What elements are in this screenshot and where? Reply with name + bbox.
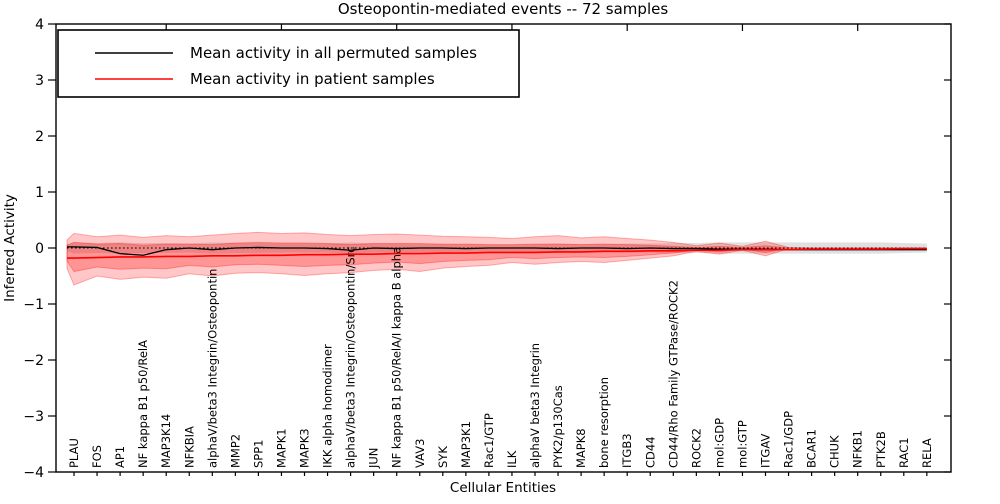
series-line-patient bbox=[67, 247, 927, 259]
y-axis-label: Inferred Activity bbox=[2, 194, 18, 302]
x-entity-label: MAPK3 bbox=[298, 428, 312, 468]
legend-label-patient: Mean activity in patient samples bbox=[190, 70, 435, 88]
x-entity-label: SYK bbox=[436, 446, 450, 468]
x-entity-label: mol:GDP bbox=[712, 418, 726, 468]
x-entity-label: MMP2 bbox=[228, 434, 242, 468]
legend: Mean activity in all permuted samples Me… bbox=[57, 29, 520, 98]
x-entity-label: CHUK bbox=[828, 435, 842, 468]
x-entity-label: ROCK2 bbox=[689, 428, 703, 468]
x-entity-label: BCAR1 bbox=[805, 429, 819, 468]
axis-ticks bbox=[48, 23, 951, 476]
x-entity-label: ITGB3 bbox=[620, 433, 634, 468]
y-tick-label: 3 bbox=[35, 73, 44, 89]
x-entity-label: JUN bbox=[367, 448, 381, 469]
x-entity-label: IKK alpha homodimer bbox=[321, 344, 335, 468]
x-entity-label: alphaV beta3 Integrin bbox=[528, 343, 542, 468]
legend-label-permuted: Mean activity in all permuted samples bbox=[190, 44, 477, 62]
x-entity-label: PTK2B bbox=[874, 431, 888, 468]
y-tick-label: 2 bbox=[35, 129, 44, 145]
x-entity-label: NFKB1 bbox=[851, 430, 865, 468]
x-axis-label: Cellular Entities bbox=[450, 480, 556, 496]
chart-title: Osteopontin-mediated events -- 72 sample… bbox=[338, 0, 668, 18]
x-entity-label: alphaV/beta3 Integrin/Osteopontin/Src bbox=[344, 247, 358, 468]
x-entity-labels: PLAU FOS AP1 NF kappa B1 p50/RelA MAP3K14 NFK… bbox=[67, 247, 934, 469]
x-entity-label: Rac1/GDP bbox=[782, 411, 796, 468]
x-entity-label: AP1 bbox=[113, 446, 127, 468]
x-entity-label: SPP1 bbox=[251, 440, 265, 469]
x-entity-label: PYK2/p130Cas bbox=[551, 385, 565, 468]
x-entity-label: CD44/Rho Family GTPase/ROCK2 bbox=[666, 280, 680, 468]
x-entity-label: ILK bbox=[505, 450, 519, 468]
y-tick-label: −1 bbox=[23, 297, 44, 313]
x-entity-label: RELA bbox=[920, 438, 934, 468]
legend-box bbox=[57, 29, 520, 98]
x-entity-label: NF kappa B1 p50/RelA/I kappa B alpha bbox=[390, 247, 404, 468]
x-entity-label: MAP3K14 bbox=[159, 414, 173, 468]
y-tick-labels: 4 3 2 1 0 −1 −2 −3 −4 bbox=[23, 17, 44, 481]
x-entity-label: MAP3K1 bbox=[459, 421, 473, 468]
x-entity-label: bone resorption bbox=[597, 377, 611, 468]
x-entity-label: VAV3 bbox=[413, 439, 427, 468]
x-entity-label: alphaV/beta3 Integrin/Osteopontin bbox=[205, 269, 219, 468]
series-layer bbox=[67, 246, 927, 259]
x-entity-label: PLAU bbox=[67, 438, 81, 468]
y-tick-label: −3 bbox=[23, 409, 44, 425]
x-entity-label: FOS bbox=[90, 445, 104, 468]
x-entity-label: MAPK1 bbox=[274, 428, 288, 468]
band-layer bbox=[66, 231, 927, 286]
x-entity-label: MAPK8 bbox=[574, 428, 588, 468]
x-entity-label: RAC1 bbox=[897, 437, 911, 468]
x-entity-label: ITGAV bbox=[759, 434, 773, 468]
x-entity-label: CD44 bbox=[643, 436, 657, 468]
x-entity-label: NFKBIA bbox=[182, 426, 196, 468]
x-entity-label: NF kappa B1 p50/RelA bbox=[136, 340, 150, 468]
y-tick-label: 4 bbox=[35, 17, 44, 33]
y-tick-label: −4 bbox=[23, 465, 44, 481]
y-tick-label: −2 bbox=[23, 353, 44, 369]
y-tick-label: 1 bbox=[35, 185, 44, 201]
x-entity-label: mol:GTP bbox=[735, 420, 749, 468]
x-entity-label: Rac1/GTP bbox=[482, 413, 496, 468]
y-tick-label: 0 bbox=[35, 241, 44, 257]
